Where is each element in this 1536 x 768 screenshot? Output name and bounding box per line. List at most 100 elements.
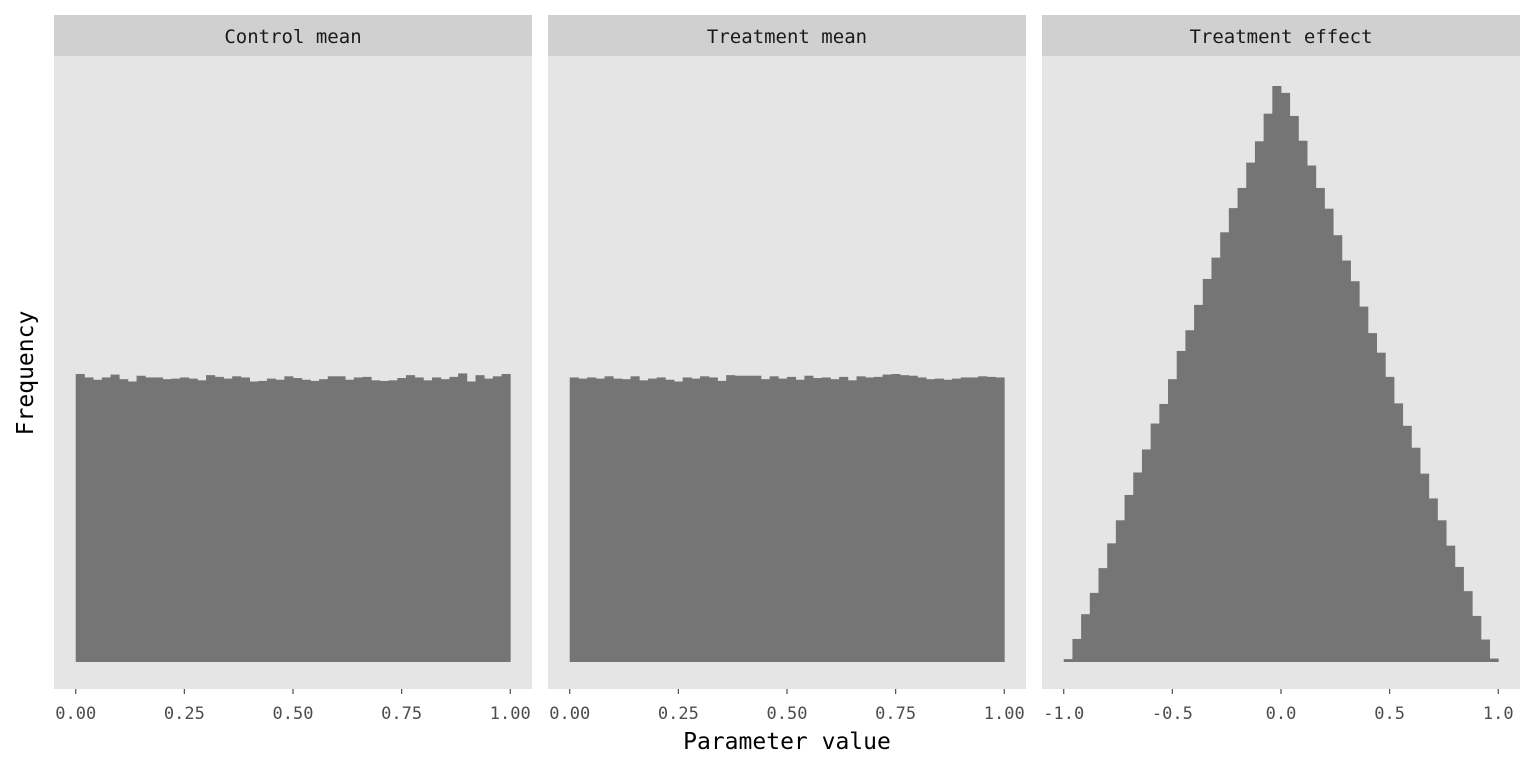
histogram-bar [171, 378, 181, 662]
histogram-bar [734, 375, 744, 662]
histogram-bar [301, 379, 311, 662]
histogram-bar [458, 373, 468, 662]
histogram-bar [388, 380, 398, 662]
histogram-bar [501, 374, 511, 662]
histogram-bars [569, 374, 1005, 662]
histogram-bar [1359, 306, 1369, 662]
histogram-bar [93, 379, 103, 662]
histogram-bar [1472, 615, 1482, 662]
histogram-bar [1341, 260, 1351, 662]
x-tick-label: 0.75 [875, 704, 916, 724]
histogram-bar [153, 377, 164, 662]
histogram-bar [379, 380, 389, 662]
histogram-bar [1420, 473, 1430, 662]
histogram-bar [856, 376, 866, 662]
histogram-bar [891, 374, 901, 662]
histogram-bar [691, 378, 701, 662]
histogram-bar [795, 379, 805, 662]
histogram-bar [778, 378, 788, 662]
histogram-bar [145, 377, 155, 662]
histogram-bar [1254, 141, 1265, 662]
histogram-bar [492, 376, 502, 662]
x-tick-label: 0.50 [767, 704, 808, 724]
histogram-bar [960, 377, 970, 662]
histogram-bar [1281, 92, 1291, 663]
histogram-bar [1246, 162, 1256, 662]
histogram-bar [700, 376, 710, 662]
histogram-bar [266, 378, 277, 662]
histogram-bar [604, 376, 614, 662]
histogram-bar [449, 376, 459, 662]
histogram-bar [345, 379, 355, 662]
histogram-bar [1237, 187, 1247, 662]
histogram-bar [839, 376, 849, 662]
x-tick-label: 0.5 [1374, 704, 1405, 724]
histogram-bars [1063, 86, 1499, 663]
histogram-bar [1480, 639, 1490, 662]
histogram-bar [110, 374, 120, 662]
histogram-bar [847, 380, 857, 662]
y-axis-title: Frequency [13, 311, 39, 436]
histogram-bar [1307, 165, 1317, 662]
histogram-bar [934, 378, 944, 662]
x-axis-title: Parameter value [683, 729, 891, 755]
histogram-bar [362, 376, 372, 662]
histogram-bar [423, 380, 433, 662]
histogram-bar [1107, 543, 1117, 662]
histogram-bar [319, 379, 329, 662]
facet-panel: Control mean 0.00 0.25 0.50 0.75 1.00 [54, 15, 532, 724]
x-tick-label: -1.0 [1043, 704, 1084, 724]
histogram-bar [440, 379, 450, 662]
facet-title: Control mean [224, 26, 361, 48]
histogram-bar [943, 379, 953, 662]
histogram-bar [119, 379, 129, 662]
x-tick-label: 1.00 [490, 704, 531, 724]
histogram-bar [1437, 520, 1447, 662]
histogram-bar [1333, 235, 1343, 662]
histogram-bar [284, 376, 294, 662]
histogram-bar [1150, 423, 1160, 662]
histogram-bar [1315, 187, 1325, 662]
x-tick-label: 1.00 [984, 704, 1025, 724]
x-tick-label: 1.0 [1483, 704, 1514, 724]
histogram-bar [1141, 449, 1152, 662]
histogram-bar [578, 378, 588, 662]
facet-panel: Treatment mean 0.00 0.25 0.50 0.75 1.00 [548, 15, 1026, 724]
histogram-bar [726, 375, 736, 662]
histogram-bar [1211, 257, 1221, 662]
histogram-bar [397, 378, 407, 662]
histogram-bar [1411, 447, 1421, 662]
histogram-bar [595, 378, 605, 662]
x-tick-label: 0.25 [658, 704, 699, 724]
histogram-bar [1063, 659, 1073, 662]
histogram-bar [804, 375, 814, 662]
facet-panel: Treatment effect -1.0 -0.5 0.0 0.5 1.0 [1042, 15, 1520, 724]
histogram-bar [432, 377, 442, 662]
histogram-bar [674, 381, 684, 662]
x-tick-label: 0.00 [55, 704, 96, 724]
histogram-bar [908, 375, 918, 662]
x-tick-label: 0.00 [549, 704, 590, 724]
histogram-bar [405, 375, 416, 662]
histogram-bar [223, 378, 233, 662]
histogram-bar [1185, 330, 1195, 662]
histogram-bar [865, 377, 875, 662]
histogram-bar [1367, 333, 1377, 662]
histogram-bar [1168, 379, 1178, 662]
histogram-bar [197, 380, 207, 662]
histogram-bar [1159, 403, 1169, 662]
histogram-bar [206, 375, 216, 662]
histogram-bar [630, 376, 640, 662]
histogram-bar [484, 378, 494, 662]
histogram-bar [1393, 403, 1404, 662]
facet-title: Treatment effect [1189, 26, 1372, 48]
histogram-bar [232, 376, 242, 662]
facet-title: Treatment mean [707, 26, 867, 48]
histogram-bar [708, 377, 718, 662]
histogram-bar [1454, 566, 1464, 662]
histogram-bar [1124, 494, 1134, 662]
histogram-bar [752, 375, 762, 662]
histogram-bar [1176, 350, 1186, 662]
histogram-bar [639, 380, 649, 662]
